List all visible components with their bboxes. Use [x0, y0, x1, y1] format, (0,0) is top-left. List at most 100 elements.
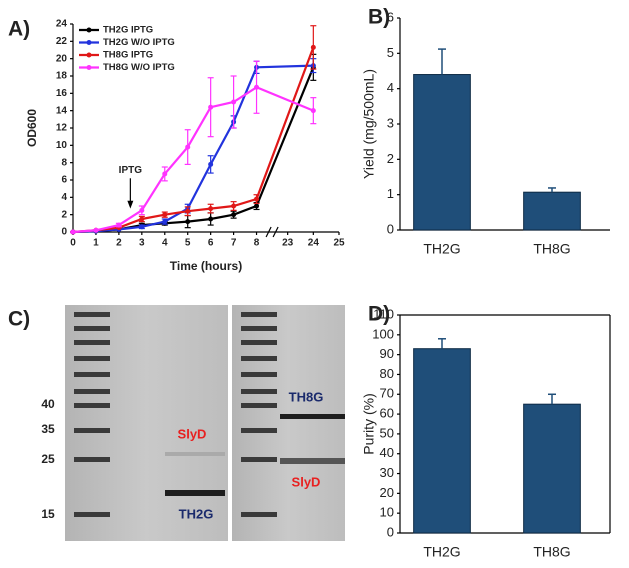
point — [139, 224, 145, 230]
bar — [413, 74, 471, 231]
y-tick-label: 110 — [373, 306, 394, 321]
y-tick-label: 16 — [56, 88, 68, 99]
point — [231, 212, 237, 218]
y-tick-label: 4 — [387, 80, 394, 95]
y-tick-label: 40 — [380, 445, 394, 460]
series-line — [72, 47, 315, 234]
point — [208, 216, 214, 222]
bar — [523, 191, 581, 231]
y-tick-label: 60 — [380, 406, 394, 421]
panel-label: C) — [8, 308, 30, 331]
panel-label: D) — [368, 303, 390, 326]
x-tick-label: TH8G — [533, 544, 570, 560]
marker-label: 25 — [41, 452, 55, 466]
legend-marker — [86, 52, 92, 58]
point — [208, 161, 214, 167]
legend-label: TH2G IPTG — [103, 25, 153, 36]
legend-marker — [86, 27, 92, 33]
y-tick-label: 2 — [61, 209, 67, 220]
annotation: IPTG — [119, 165, 143, 176]
point — [185, 208, 191, 214]
x-tick-label: 23 — [282, 238, 294, 249]
x-tick-label: TH8G — [533, 241, 570, 257]
x-tick-label: TH2G — [423, 241, 460, 257]
legend-label: TH8G IPTG — [103, 50, 153, 61]
legend-marker — [86, 40, 92, 45]
y-tick-label: 1 — [387, 186, 394, 201]
x-tick-label: 25 — [333, 238, 345, 249]
point — [162, 212, 168, 218]
y-tick-label: 90 — [380, 346, 394, 361]
point — [139, 216, 145, 222]
point — [254, 203, 260, 209]
y-tick-label: 0 — [387, 524, 394, 539]
panel-label: B) — [368, 6, 390, 29]
point — [93, 227, 99, 233]
point — [162, 171, 168, 177]
y-tick-label: 20 — [380, 485, 394, 500]
y-tick-label: 10 — [380, 505, 394, 520]
legend-label: TH2G W/O IPTG — [103, 37, 175, 48]
x-tick-label: 7 — [231, 238, 237, 249]
y-axis-label: OD600 — [25, 109, 39, 147]
legend-label: TH8G W/O IPTG — [103, 62, 175, 73]
y-axis-label: Yield (mg/500mL) — [361, 69, 377, 179]
x-tick-label: 0 — [70, 238, 76, 249]
y-tick-label: 100 — [372, 326, 394, 341]
point — [254, 196, 260, 202]
series-line — [72, 66, 315, 234]
y-tick-label: 3 — [387, 115, 394, 130]
y-tick-label: 14 — [56, 105, 68, 116]
x-axis-label: Time (hours) — [170, 259, 242, 273]
y-tick-label: 6 — [61, 175, 67, 186]
band-slyd — [280, 458, 345, 464]
y-tick-label: 18 — [56, 71, 68, 82]
point — [231, 203, 237, 209]
point — [185, 219, 191, 225]
bar — [523, 403, 581, 534]
band-label: SlyD — [178, 426, 207, 441]
point — [139, 207, 145, 213]
y-tick-label: 2 — [387, 151, 394, 166]
point — [310, 44, 316, 50]
point — [208, 104, 214, 110]
y-axis-label: Purity (%) — [361, 393, 377, 454]
y-tick-label: 5 — [387, 45, 394, 60]
y-tick-label: 4 — [61, 192, 67, 203]
marker-label: 35 — [41, 422, 55, 436]
y-tick-label: 20 — [56, 53, 68, 64]
band-slyd-faint — [165, 452, 225, 456]
marker-label: 40 — [41, 397, 55, 411]
x-tick-label: 3 — [139, 238, 145, 249]
x-tick-label: 1 — [93, 238, 99, 249]
panel-label: A) — [8, 18, 30, 41]
y-tick-label: 50 — [380, 425, 394, 440]
x-tick-label: 4 — [162, 238, 168, 249]
band-label: TH2G — [179, 506, 214, 521]
x-tick-label: TH2G — [423, 544, 460, 560]
x-tick-label: 8 — [254, 238, 260, 249]
y-tick-label: 12 — [56, 123, 68, 134]
x-tick-label: 24 — [308, 238, 320, 249]
y-tick-label: 30 — [380, 465, 394, 480]
band-th2g — [165, 490, 225, 496]
y-tick-label: 80 — [380, 366, 394, 381]
legend-marker — [86, 65, 92, 70]
ladder-right — [241, 312, 277, 517]
point — [254, 84, 260, 90]
point — [162, 219, 168, 225]
y-tick-label: 0 — [387, 221, 394, 236]
axis-break — [272, 226, 279, 238]
band-label: SlyD — [292, 474, 321, 489]
band-th8g — [280, 414, 345, 419]
point — [185, 144, 191, 150]
y-tick-label: 10 — [56, 140, 68, 151]
x-tick-label: 5 — [185, 238, 191, 249]
y-tick-label: 22 — [56, 36, 68, 47]
gel-image — [65, 305, 345, 541]
marker-label: 15 — [41, 507, 55, 521]
ladder-left — [74, 312, 110, 517]
point — [231, 99, 237, 105]
point — [310, 108, 316, 114]
